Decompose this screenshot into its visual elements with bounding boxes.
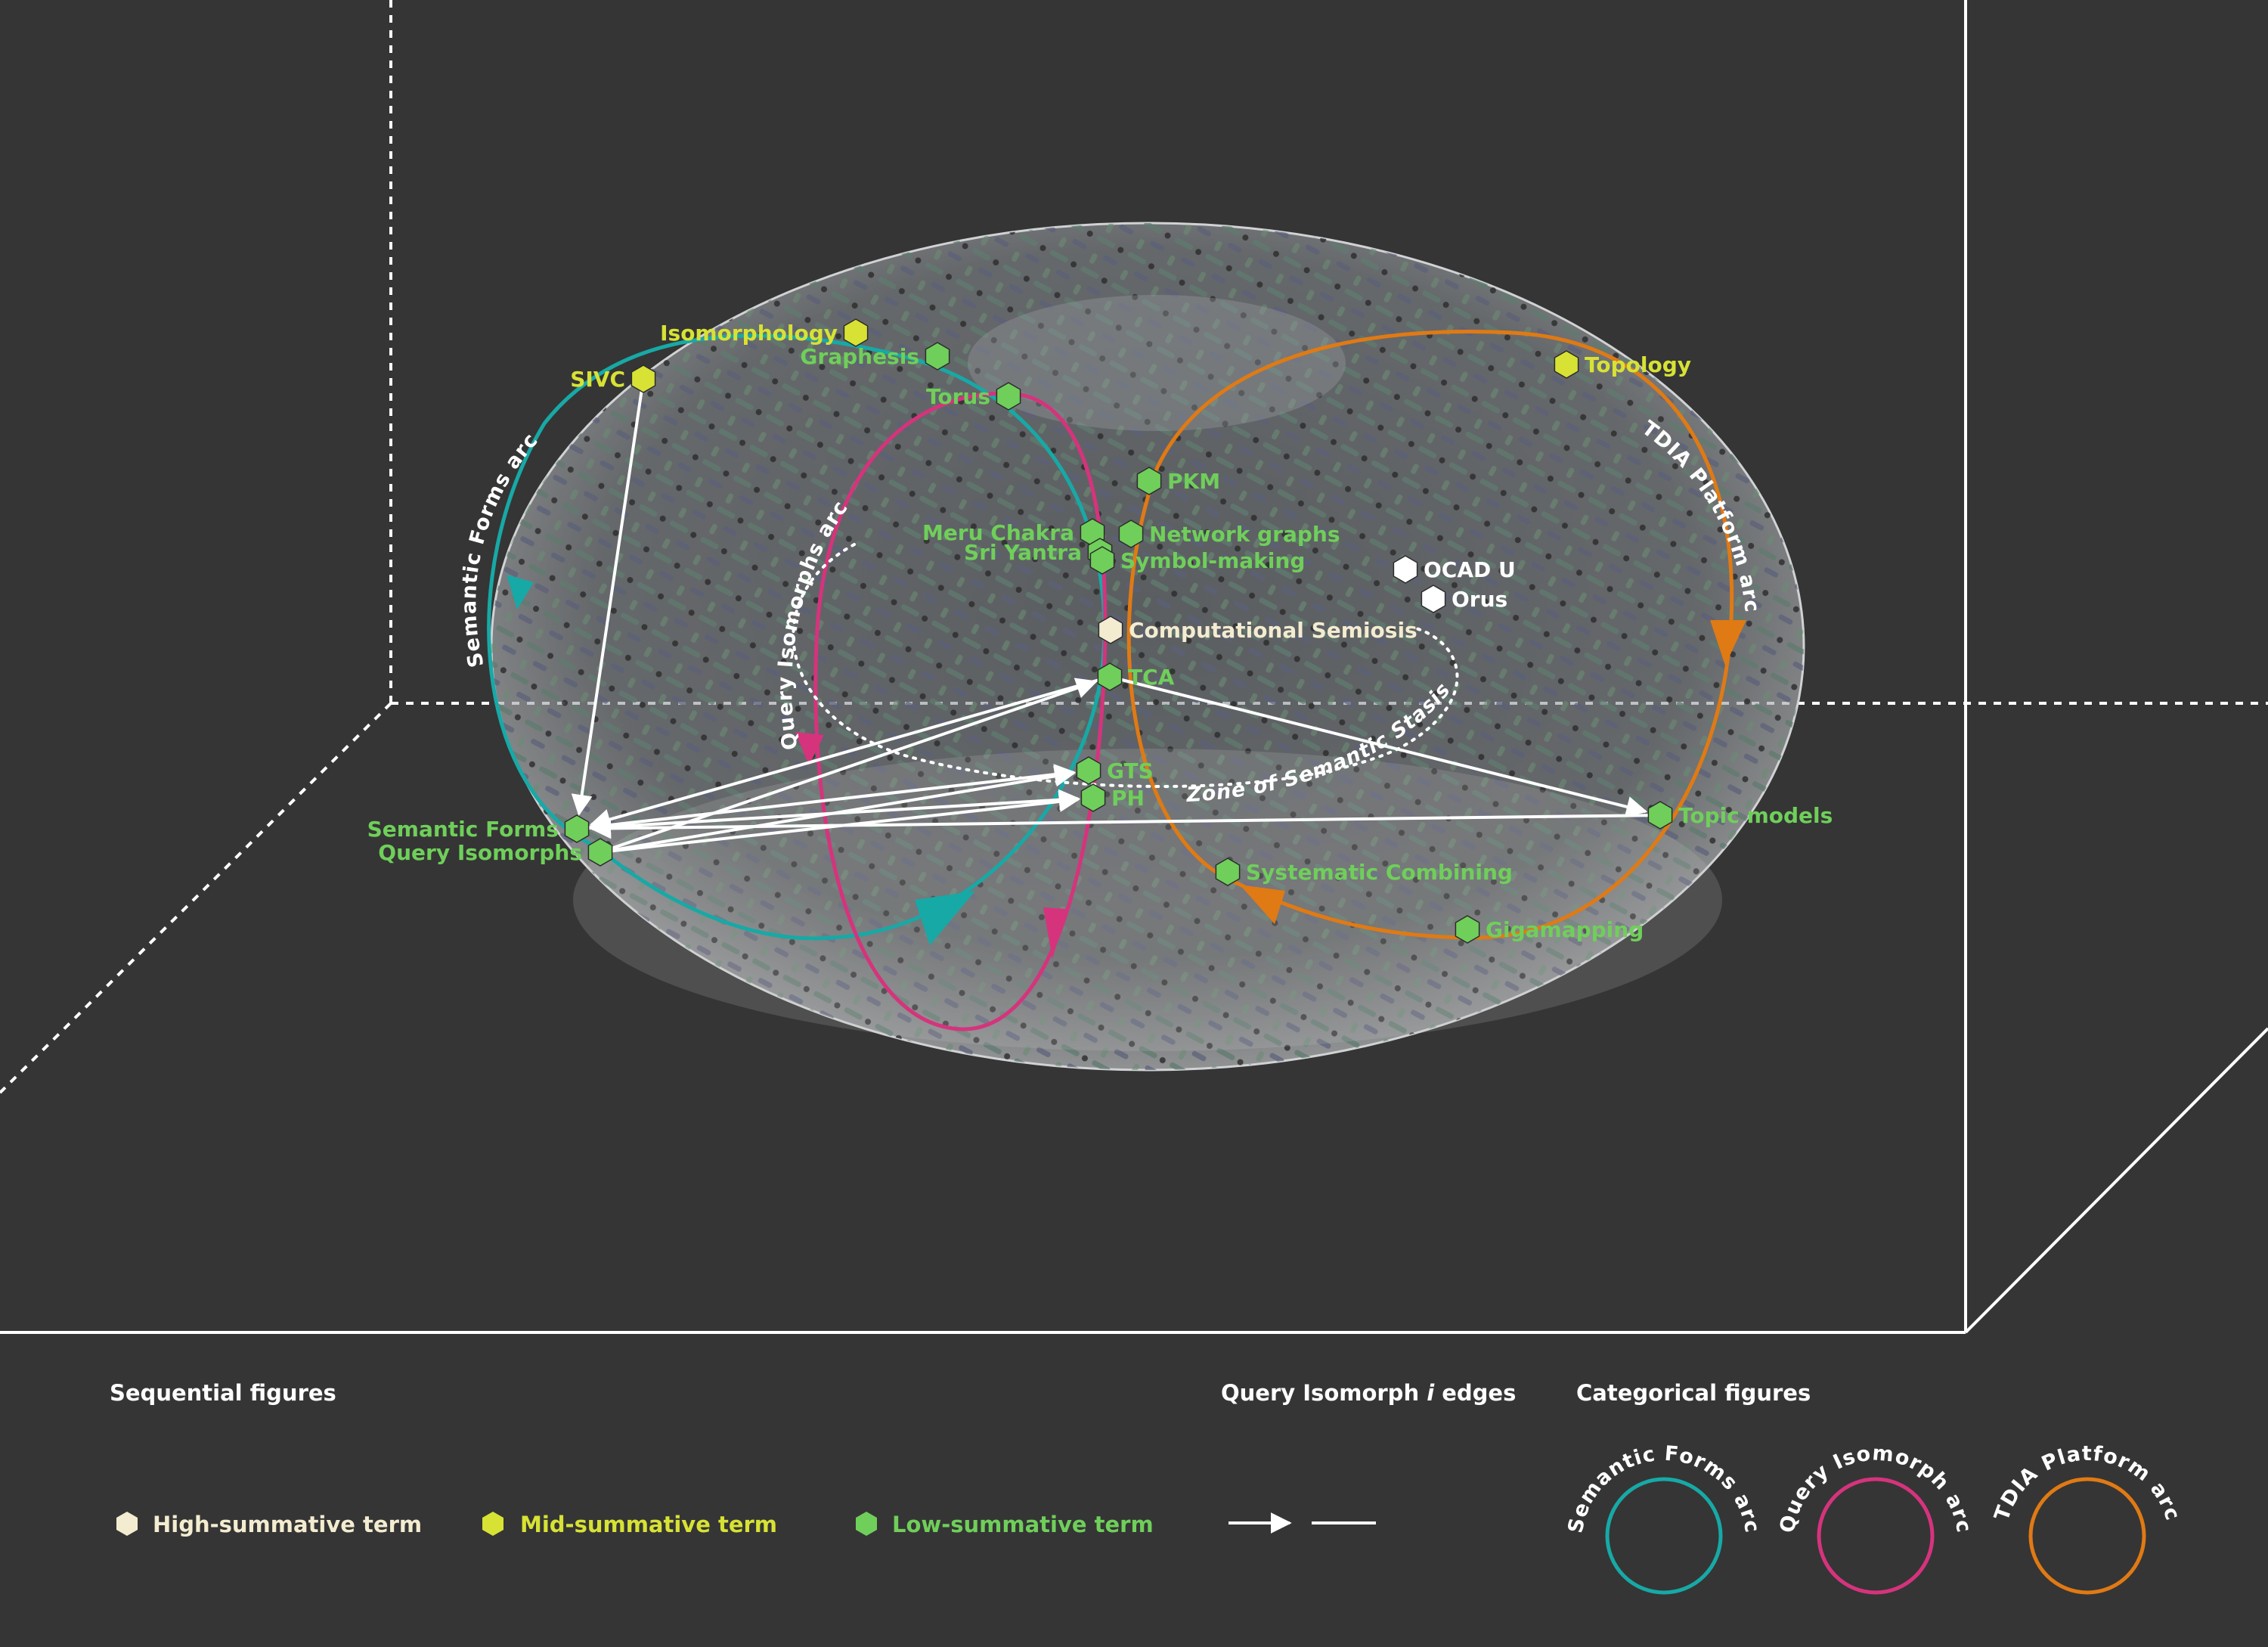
hexagon-icon [1554,350,1579,379]
node-label: TCA [1128,665,1175,690]
legend: Sequential figures High-summative term M… [110,1380,2184,1595]
tdia-arc-arrowhead [1240,885,1285,924]
node-gigamapping: Gigamapping [1455,915,1644,944]
node-orus: Orus [1421,585,1507,613]
node-topic-models: Topic models [1647,801,1833,830]
legend-cat-semantic-label: Semantic Forms arc [1564,1442,1765,1535]
node-label: Sri Yantra [964,540,1082,565]
node-topology: Topology [1554,350,1691,379]
legend-cat-semantic: Semantic Forms arc [1564,1442,1765,1595]
edge-semantic_forms-to-gts [576,764,1076,830]
hexagon-icon [1136,467,1162,495]
circle-icon [2028,1477,2146,1595]
node-label: Computational Semiosis [1129,618,1418,643]
hexagon-icon [1215,858,1241,886]
edge-tca-to-semantic_forms [589,675,1111,830]
node-label: Query Isomorphs [378,840,582,865]
legend-cat-query: Query Isomorph arc [1776,1441,1976,1595]
node-label: Orus [1452,587,1507,612]
node-isomorphology: Isomorphology [660,318,869,347]
hexagon-icon [996,382,1021,411]
node-semantic-forms: Semantic Forms [367,814,590,843]
edge-query_isomorphs-to-ph [600,791,1080,854]
node-label: Gigamapping [1486,917,1644,942]
node-label: Semantic Forms [367,817,559,842]
node-label: Torus [926,384,990,409]
node-ph: PH [1080,783,1145,812]
query-isomorph-edges [571,378,1661,854]
node-label: PKM [1167,469,1220,494]
hexagon-icon [482,1512,503,1536]
legend-cat-tdia: TDIA Platform arc [1990,1442,2184,1595]
legend-sequential-title: Sequential figures [110,1380,336,1406]
node-ocad-u: OCAD U [1393,555,1516,584]
node-label: OCAD U [1424,557,1516,582]
semantic-arc-arrowhead [507,575,534,609]
legend-low-label: Low-summative term [892,1512,1154,1537]
edge-tca-to-topic_models [1109,675,1648,817]
circle-icon [1605,1477,1723,1595]
legend-mid-label: Mid-summative term [520,1512,777,1537]
node-gts: GTS [1076,756,1154,785]
node-torus: Torus [926,382,1021,411]
legend-cat-query-label: Query Isomorph arc [1776,1441,1976,1535]
hexagon-icon [1421,585,1446,613]
node-label: Topology [1585,352,1691,377]
hexagon-icon [1098,616,1123,644]
semantic-arc-arrowhead [915,891,975,945]
hexagon-icon [1080,783,1106,812]
node-systematic-combining: Systematic Combining [1215,858,1513,886]
node-label: PH [1111,786,1145,811]
node-label: Meru Chakra [922,520,1074,545]
node-label: Systematic Combining [1246,860,1513,885]
hexagon-icon [631,364,656,393]
tdia-arc-arrowhead [1710,620,1746,665]
hexagon-icon [1647,801,1673,830]
hexagon-icon [1089,546,1115,575]
legend-low: Low-summative term [856,1512,1154,1537]
node-network-graphs: Network graphs [1118,520,1340,548]
node-computational-semiosis: Computational Semiosis [1098,616,1418,644]
node-sivc: SIVC [570,364,656,393]
hexagon-icon [1097,662,1123,691]
hexagon-icon [587,838,613,867]
node-label: Symbol-making [1120,548,1305,573]
edge-sivc-to-semantic_forms [571,378,645,816]
edge-semantic_forms-to-ph [576,789,1080,830]
hexagon-icon [116,1512,138,1536]
node-tca: TCA [1097,662,1175,691]
hexagon-icon [564,814,590,843]
node-pkm: PKM [1136,467,1220,495]
hexagon-icon [1455,915,1480,944]
node-label: Graphesis [800,344,919,369]
node-label: Network graphs [1149,522,1340,547]
node-label: SIVC [570,367,625,392]
node-symbol-making: Symbol-making [1089,546,1305,575]
node-graphesis: Graphesis [800,342,950,371]
query-arc-arrowhead [1043,907,1067,959]
legend-high-label: High-summative term [153,1512,422,1537]
ellipsoid [490,222,1805,1072]
legend-mid: Mid-summative term [482,1512,777,1537]
node-label: Isomorphology [660,321,838,346]
hexagon-icon [1393,555,1418,584]
node-label: GTS [1107,758,1154,783]
legend-categorical-title: Categorical figures [1576,1380,1811,1406]
node-query-isomorphs: Query Isomorphs [378,838,613,867]
hexagon-icon [1118,520,1144,548]
hexagon-icon [856,1512,877,1536]
circle-icon [1817,1477,1935,1595]
legend-cat-tdia-label: TDIA Platform arc [1990,1442,2184,1524]
legend-high: High-summative term [116,1512,422,1537]
hexagon-icon [1076,756,1101,785]
node-label: Topic models [1678,803,1833,828]
legend-edges-title: Query Isomorph i edges [1221,1380,1516,1406]
hexagon-icon [843,318,869,347]
edge-topic_models-to-semantic_forms [590,814,1661,839]
hexagon-icon [925,342,950,371]
query-arc-arrowhead [795,732,824,765]
